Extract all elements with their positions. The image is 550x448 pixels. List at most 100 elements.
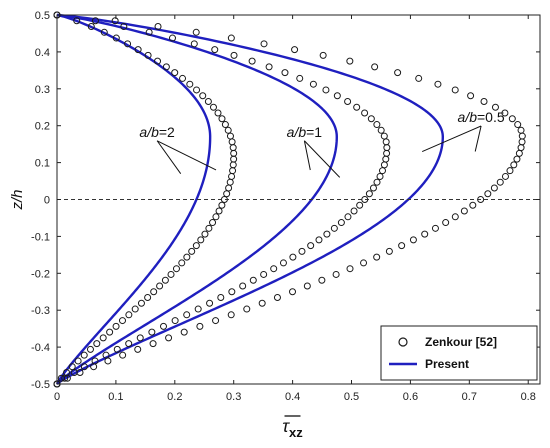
zenkour-marker-ab-0p5-35 [496, 178, 504, 186]
y-tick-label-5: 0 [44, 195, 50, 207]
axes-layer: 0 0.1 0.2 0.3 0.4 0.5 0.6 0.7 0.8 -0.5 -0.4 -0.3 -0.… [9, 10, 541, 440]
annotation-leader-ab-1-0 [303, 140, 311, 171]
zenkour-marker-ab-1-12 [183, 311, 191, 319]
x-tick-label-4: 0.4 [285, 391, 300, 403]
zenkour-marker-ab-0p5-63 [111, 17, 119, 25]
zenkour-marker-ab-2-25 [197, 236, 205, 244]
y-tick-label-3: -0.2 [31, 268, 50, 280]
zenkour-marker-ab-1-27 [330, 224, 338, 232]
zenkour-marker-ab-0p5-3 [90, 363, 98, 371]
legend-box [380, 325, 538, 381]
zenkour-marker-ab-2-4 [74, 357, 82, 365]
zenkour-marker-ab-2-12 [125, 311, 133, 319]
zenkour-marker-ab-1-34 [369, 184, 377, 192]
zenkour-marker-ab-2-57 [144, 51, 152, 59]
zenkour-marker-ab-0p5-25 [409, 236, 417, 244]
zenkour-marker-ab-2-18 [161, 276, 169, 284]
zenkour-marker-ab-2-13 [131, 305, 139, 313]
zenkour-marker-ab-1-35 [373, 178, 381, 186]
zenkour-marker-ab-0p5-30 [460, 207, 468, 215]
zenkour-marker-ab-1-10 [160, 322, 167, 330]
zenkour-marker-ab-0p5-31 [469, 201, 477, 209]
x-tick-label-7: 0.7 [462, 391, 477, 403]
zenkour-marker-ab-1-57 [230, 51, 238, 59]
zenkour-marker-ab-1-45 [373, 121, 381, 129]
zenkour-marker-ab-0p5-34 [490, 184, 498, 192]
zenkour-marker-ab-0p5-12 [227, 311, 235, 319]
zenkour-marker-ab-0p5-56 [346, 57, 354, 65]
zenkour-marker-ab-1-3 [80, 363, 88, 371]
zenkour-marker-ab-1-43 [380, 132, 388, 140]
zenkour-marker-ab-1-25 [315, 236, 323, 244]
zenkour-marker-ab-0p5-54 [394, 69, 402, 77]
zenkour-marker-ab-2-49 [204, 97, 212, 105]
zenkour-marker-ab-0p5-50 [467, 92, 475, 100]
zenkour-marker-ab-1-19 [260, 270, 268, 278]
zenkour-marker-ab-0p5-58 [291, 46, 299, 54]
annotation-leader-ab-2-1 [156, 140, 217, 171]
y-tick-label-1: -0.4 [31, 342, 50, 354]
zenkour-marker-ab-2-50 [199, 92, 207, 100]
zenkour-marker-ab-2-59 [124, 40, 132, 48]
zenkour-marker-ab-1-7 [125, 340, 133, 348]
zenkour-marker-ab-2-22 [183, 253, 191, 261]
annotation-leader-ab-1-1 [304, 140, 341, 178]
zenkour-marker-ab-2-46 [218, 115, 226, 123]
zenkour-marker-ab-0p5-62 [154, 23, 162, 31]
zenkour-marker-ab-2-10 [112, 322, 120, 330]
x-tick-label-6: 0.6 [403, 391, 418, 403]
zenkour-marker-ab-1-24 [307, 242, 315, 250]
zenkour-marker-ab-2-24 [192, 242, 200, 250]
annotation-label-ab-2: a/b=2 [139, 124, 175, 140]
zenkour-marker-ab-2-61 [100, 28, 108, 36]
zenkour-marker-ab-0p5-55 [371, 63, 379, 71]
y-tick-label-10: 0.5 [35, 10, 50, 22]
zenkour-marker-ab-1-54 [281, 69, 289, 77]
zenkour-marker-ab-2-21 [178, 259, 186, 267]
zenkour-marker-ab-2-63 [73, 17, 81, 25]
zenkour-marker-ab-0p5-18 [318, 276, 326, 284]
zenkour-marker-ab-2-29 [212, 213, 220, 221]
zenkour-marker-ab-0p5-52 [434, 80, 442, 88]
zenkour-marker-ab-1-47 [361, 109, 369, 117]
zenkour-marker-ab-1-21 [279, 259, 287, 267]
zenkour-marker-ab-2-5 [80, 351, 88, 359]
zenkour-marker-ab-1-31 [356, 201, 364, 209]
zenkour-marker-ab-0p5-45 [514, 121, 522, 129]
zenkour-marker-ab-2-17 [156, 282, 164, 290]
zenkour-marker-ab-2-26 [201, 230, 209, 238]
zenkour-marker-ab-0p5-48 [491, 103, 499, 111]
zenkour-marker-ab-1-28 [337, 219, 345, 227]
zenkour-marker-ab-0p5-33 [484, 190, 492, 198]
zenkour-marker-ab-1-46 [367, 115, 375, 123]
zenkour-marker-ab-2-62 [87, 23, 95, 31]
annotation-label-ab-1: a/b=1 [287, 124, 323, 140]
zenkour-marker-ab-2-8 [99, 334, 107, 342]
zenkour-marker-ab-0p5-24 [398, 242, 406, 250]
zenkour-marker-ab-0p5-37 [506, 167, 514, 175]
zenkour-marker-ab-2-47 [214, 109, 222, 117]
zenkour-marker-ab-0p5-22 [373, 253, 381, 261]
zenkour-marker-ab-2-60 [112, 34, 120, 42]
x-tick-label-3: 0.3 [226, 391, 241, 403]
zenkour-marker-ab-2-23 [188, 247, 196, 255]
zenkour-marker-ab-2-58 [134, 46, 142, 54]
zenkour-marker-ab-0p5-13 [243, 305, 251, 313]
y-tick-label-0: -0.5 [31, 379, 50, 391]
zenkour-marker-ab-1-26 [323, 230, 331, 238]
zenkour-marker-ab-0p5-11 [212, 317, 220, 325]
zenkour-marker-ab-0p5-47 [501, 109, 509, 117]
zenkour-marker-ab-1-13 [194, 305, 202, 313]
zenkour-marker-ab-0p5-53 [415, 74, 423, 82]
zenkour-marker-ab-1-18 [249, 276, 257, 284]
zenkour-marker-ab-1-36 [376, 172, 384, 180]
x-tick-label-0: 0 [54, 391, 60, 403]
zenkour-marker-ab-0p5-57 [319, 51, 327, 59]
zenkour-marker-ab-2-31 [218, 201, 226, 209]
zenkour-marker-ab-2-55 [162, 63, 170, 71]
zenkour-marker-ab-0p5-61 [192, 28, 200, 36]
zenkour-marker-ab-0p5-59 [260, 40, 268, 48]
zenkour-marker-ab-1-1 [61, 374, 69, 382]
zenkour-marker-ab-0p5-27 [431, 224, 439, 232]
